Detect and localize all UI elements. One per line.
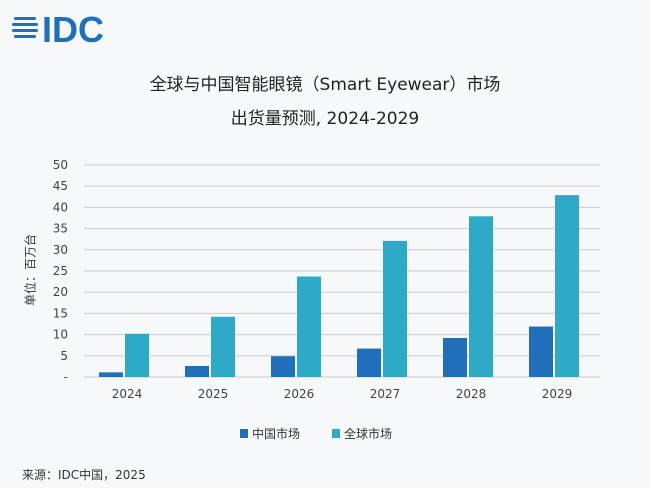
x-tick-label: 2028	[456, 387, 487, 401]
legend-item-china: 中国市场	[240, 425, 300, 442]
bar-china-2025	[185, 365, 209, 377]
source-note: 来源：IDC中国，2025	[22, 468, 146, 482]
bar-china-2028	[443, 337, 467, 377]
bar-global-2028	[469, 216, 493, 377]
y-tick-label: 30	[53, 243, 68, 257]
y-tick-label: 50	[53, 158, 68, 172]
bar-global-2024	[125, 333, 149, 377]
bar-china-2024	[99, 372, 123, 377]
y-tick-label: 10	[53, 328, 68, 342]
x-tick-label: 2029	[542, 387, 573, 401]
idc-logo: IDC	[12, 9, 104, 48]
legend-swatch	[240, 429, 248, 438]
legend-label: 全球市场	[344, 427, 393, 441]
x-tick-label: 2027	[370, 387, 401, 401]
bar-global-2025	[211, 316, 235, 377]
x-tick-label: 2026	[284, 387, 315, 401]
y-tick-label: 20	[53, 285, 68, 299]
y-axis-label: 单位：百万台	[23, 233, 38, 307]
y-tick-label: 35	[53, 222, 68, 236]
svg-text:IDC: IDC	[42, 9, 104, 48]
legend-swatch	[332, 429, 340, 438]
bar-china-2027	[357, 348, 381, 377]
y-tick-label: 25	[53, 264, 68, 278]
y-tick-label: 15	[53, 306, 68, 320]
legend-item-global: 全球市场	[332, 425, 392, 442]
legend-label: 中国市场	[252, 427, 301, 441]
x-tick-label: 2025	[198, 387, 229, 401]
y-tick-label: 5	[60, 349, 68, 363]
y-tick-label: 45	[53, 179, 68, 193]
y-tick-label: 40	[53, 200, 68, 214]
y-tick-label: -	[64, 370, 68, 384]
bar-china-2026	[271, 356, 295, 377]
bar-global-2027	[383, 240, 407, 377]
bar-china-2029	[529, 326, 553, 377]
chart-title: 全球与中国智能眼镜（Smart Eyewear）市场	[149, 75, 501, 95]
x-tick-label: 2024	[112, 387, 143, 401]
chart-subtitle: 出货量预测, 2024-2029	[230, 109, 420, 129]
bar-global-2026	[297, 276, 321, 377]
bar-global-2029	[555, 195, 579, 377]
